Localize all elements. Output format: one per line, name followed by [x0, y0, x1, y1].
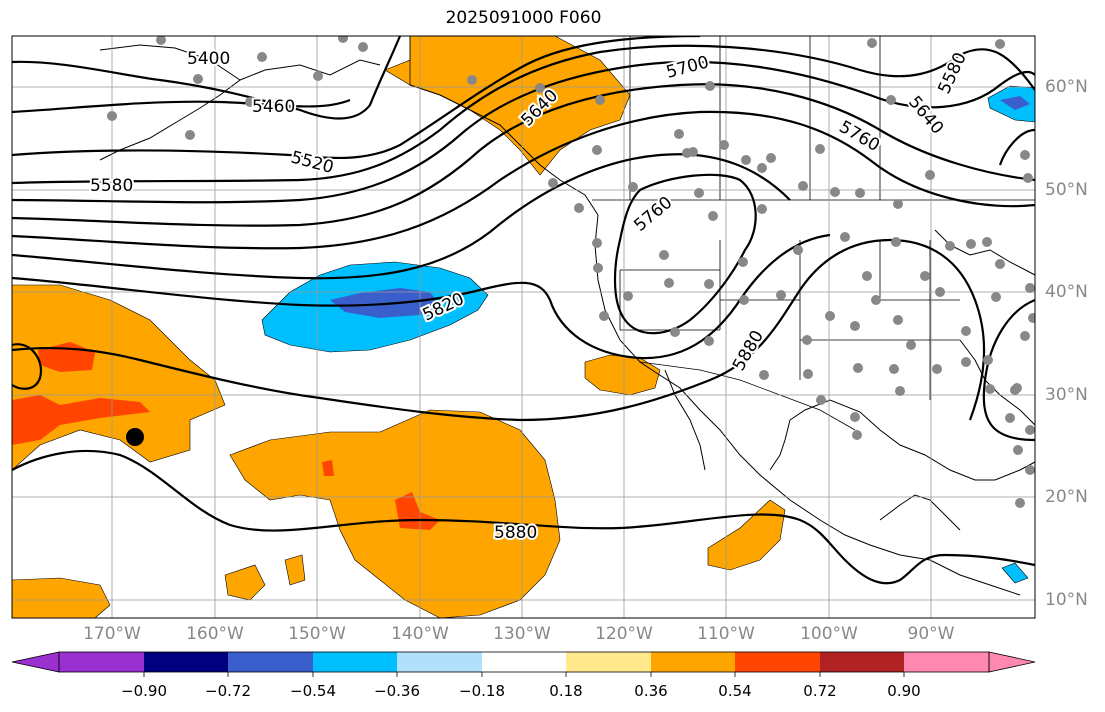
contour-label: 5880	[494, 523, 537, 543]
lon-label: 140°W	[385, 624, 455, 644]
colorbar-tick-label: −0.18	[447, 682, 517, 700]
colorbar-cell	[904, 652, 989, 672]
lat-label: 10°N	[1045, 590, 1088, 610]
colorbar-tick-label: 0.90	[869, 682, 939, 700]
anomaly-orange-southwest-corner	[12, 578, 110, 618]
colorbar-tick-label: −0.54	[278, 682, 348, 700]
contour-label: 5700	[664, 52, 711, 83]
colorbar-tick-label: 0.36	[616, 682, 686, 700]
lat-label: 50°N	[1045, 180, 1088, 200]
lon-label: 170°W	[77, 624, 147, 644]
colorbar-cell	[397, 652, 482, 672]
colorbar	[12, 652, 1035, 677]
colorbar-cell	[482, 652, 566, 672]
colorbar-tick-label: 0.18	[531, 682, 601, 700]
contour-label: 5880	[729, 327, 768, 374]
lon-label: 160°W	[180, 624, 250, 644]
colorbar-cell	[820, 652, 904, 672]
marker-dot	[126, 428, 144, 446]
anomaly-blue-caribbean	[1002, 563, 1028, 583]
contour-label: 5580	[934, 49, 970, 97]
colorbar-extend-low	[12, 652, 59, 672]
anomaly-orange-pacific-west	[12, 285, 225, 470]
contour-label: 5640	[904, 92, 947, 138]
colorbar-cell	[144, 652, 228, 672]
colorbar-tick-label: −0.90	[109, 682, 179, 700]
colorbar-cell	[228, 652, 313, 672]
colorbar-tick-label: 0.54	[700, 682, 770, 700]
contour-label: 5400	[187, 49, 230, 69]
colorbar-extend-high	[989, 652, 1035, 672]
anomaly-red-4	[322, 460, 334, 476]
contour-label: 5760	[630, 193, 676, 236]
lon-label: 110°W	[691, 624, 761, 644]
lon-label: 130°W	[487, 624, 557, 644]
anomaly-orange-small-2	[285, 555, 305, 585]
anomaly-orange-mexico-pacific	[708, 500, 785, 570]
lon-label: 120°W	[589, 624, 659, 644]
contour-label: 5520	[289, 148, 336, 179]
lat-label: 40°N	[1045, 282, 1088, 302]
lat-label: 30°N	[1045, 385, 1088, 405]
contour-label: 5760	[836, 117, 883, 156]
colorbar-cell	[566, 652, 651, 672]
anomaly-orange-central-pacific	[230, 410, 560, 618]
lon-label: 100°W	[794, 624, 864, 644]
anomaly-orange-alaska	[385, 36, 630, 175]
lat-label: 20°N	[1045, 487, 1088, 507]
lat-label: 60°N	[1045, 77, 1088, 97]
colorbar-tick-label: 0.72	[785, 682, 855, 700]
colorbar-cell	[651, 652, 735, 672]
colorbar-cell	[735, 652, 820, 672]
colorbar-cell	[313, 652, 397, 672]
colorbar-tick-label: −0.36	[362, 682, 432, 700]
colorbar-cell	[59, 652, 144, 672]
colorbar-tick-label: −0.72	[193, 682, 263, 700]
lon-label: 90°W	[896, 624, 966, 644]
contour-label: 5580	[90, 176, 133, 196]
contour-label: 5460	[252, 97, 295, 117]
lon-label: 150°W	[282, 624, 352, 644]
anomaly-orange-small-1	[225, 565, 265, 600]
anomaly-orange-baja	[585, 355, 660, 395]
